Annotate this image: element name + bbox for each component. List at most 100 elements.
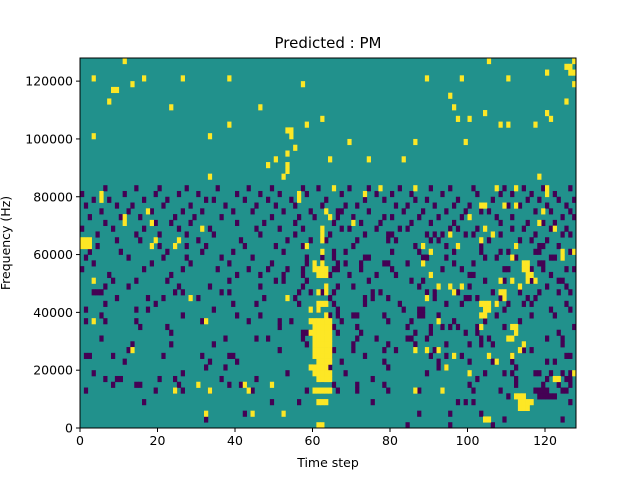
heatmap-cell-low: [266, 335, 271, 342]
heatmap-cell-high: [568, 69, 573, 76]
heatmap-cell-low: [269, 185, 275, 192]
heatmap-cell-low: [347, 225, 352, 232]
heatmap-cell-high: [328, 341, 333, 348]
heatmap-cell-high: [424, 347, 430, 354]
heatmap-cell-low: [572, 266, 577, 273]
heatmap-cell-low: [138, 323, 143, 331]
heatmap-cell-low: [568, 231, 573, 238]
heatmap-cell-low: [242, 196, 247, 203]
heatmap-cell-low: [180, 289, 185, 296]
heatmap-cell-low: [397, 225, 402, 232]
heatmap-cell-high: [308, 364, 313, 371]
heatmap-cell-low: [351, 283, 356, 290]
heatmap-cell-low: [219, 214, 224, 221]
y-tick-label: 100000: [25, 131, 73, 146]
heatmap-cell-high: [514, 329, 519, 336]
heatmap-cell-high: [436, 318, 441, 325]
heatmap-cell-high: [293, 144, 298, 151]
heatmap-cell-low: [331, 219, 337, 227]
heatmap-cell-low: [417, 312, 422, 319]
heatmap-cell-high: [421, 243, 426, 250]
heatmap-cell-low: [80, 266, 85, 273]
heatmap-cell-low: [537, 260, 542, 267]
heatmap-cell-low: [417, 306, 422, 313]
heatmap-cell-low: [304, 190, 309, 198]
heatmap-cell-low: [467, 358, 472, 365]
heatmap-cell-high: [564, 63, 569, 70]
heatmap-cell-low: [184, 254, 189, 261]
heatmap-cell-low: [560, 341, 565, 348]
heatmap-cell-low: [134, 277, 139, 284]
heatmap-cell-low: [215, 266, 220, 273]
heatmap-cell-low: [207, 358, 213, 365]
heatmap-cell-low: [99, 289, 104, 296]
heatmap-cell-high: [316, 300, 321, 307]
heatmap-cell-high: [545, 185, 550, 192]
heatmap-cell-low: [207, 225, 213, 232]
heatmap-cell-high: [537, 219, 542, 227]
heatmap-cell-low: [568, 352, 573, 359]
heatmap-cell-low: [572, 214, 577, 221]
heatmap-cell-high: [498, 289, 503, 296]
heatmap-cell-high: [312, 260, 317, 267]
heatmap-cell-low: [273, 277, 278, 284]
heatmap-cell-high: [173, 387, 178, 394]
heatmap-cell-high: [324, 387, 329, 394]
heatmap-cell-low: [242, 243, 247, 250]
heatmap-cell-low: [211, 306, 216, 313]
heatmap-cell-low: [444, 300, 449, 307]
heatmap-cell-low: [568, 375, 573, 383]
heatmap-cell-low: [122, 190, 127, 198]
heatmap-cell-high: [300, 81, 306, 88]
x-tick-label: 40: [227, 433, 243, 448]
heatmap-cell-low: [537, 243, 542, 250]
heatmap-cell-high: [320, 225, 325, 232]
heatmap-cell-low: [149, 260, 154, 267]
heatmap-cell-low: [111, 225, 116, 232]
heatmap-cell-high: [525, 266, 530, 273]
heatmap-cell-low: [169, 271, 174, 279]
heatmap-cell-low: [95, 289, 100, 296]
heatmap-cell-low: [545, 237, 550, 244]
heatmap-cell-high: [328, 370, 333, 377]
heatmap-cell-high: [436, 347, 441, 354]
heatmap-cell-low: [331, 323, 337, 331]
heatmap-cell-high: [545, 110, 550, 117]
heatmap-cell-low: [463, 231, 468, 238]
heatmap-cell-low: [568, 248, 573, 255]
heatmap-cell-low: [300, 243, 306, 250]
heatmap-cell-low: [300, 271, 306, 279]
heatmap-cell-high: [324, 300, 329, 307]
heatmap-cell-low: [545, 393, 550, 400]
heatmap-cell-high: [479, 202, 484, 209]
heatmap-cell-low: [374, 335, 379, 342]
heatmap-cell-low: [238, 381, 244, 388]
heatmap-cell-high: [428, 248, 433, 255]
heatmap-cell-low: [134, 231, 139, 238]
heatmap-cell-low: [417, 283, 422, 290]
heatmap-cell-high: [517, 283, 523, 290]
heatmap-cell-low: [83, 318, 89, 325]
heatmap-cell-high: [246, 387, 251, 394]
heatmap-cell-low: [517, 289, 523, 296]
heatmap-cell-low: [176, 225, 182, 232]
heatmap-cell-low: [498, 248, 503, 255]
heatmap-cell-low: [126, 283, 131, 290]
heatmap-cell-low: [335, 266, 340, 273]
heatmap-cell-high: [320, 335, 325, 342]
heatmap-cell-low: [335, 283, 340, 290]
heatmap-cell-low: [386, 364, 391, 371]
heatmap-cell-low: [207, 283, 213, 290]
heatmap-cell-low: [506, 266, 511, 273]
heatmap-cell-low: [355, 237, 360, 244]
heatmap-cell-low: [428, 219, 433, 227]
heatmap-cell-high: [514, 393, 519, 400]
heatmap-cell-low: [293, 202, 298, 209]
heatmap-cell-low: [366, 208, 371, 215]
heatmap-cell-low: [180, 208, 185, 215]
heatmap-cell-low: [176, 190, 182, 198]
heatmap-cell-high: [324, 364, 329, 371]
heatmap-cell-low: [548, 393, 554, 400]
heatmap-cell-low: [560, 277, 565, 284]
heatmap-cell-low: [184, 185, 189, 192]
